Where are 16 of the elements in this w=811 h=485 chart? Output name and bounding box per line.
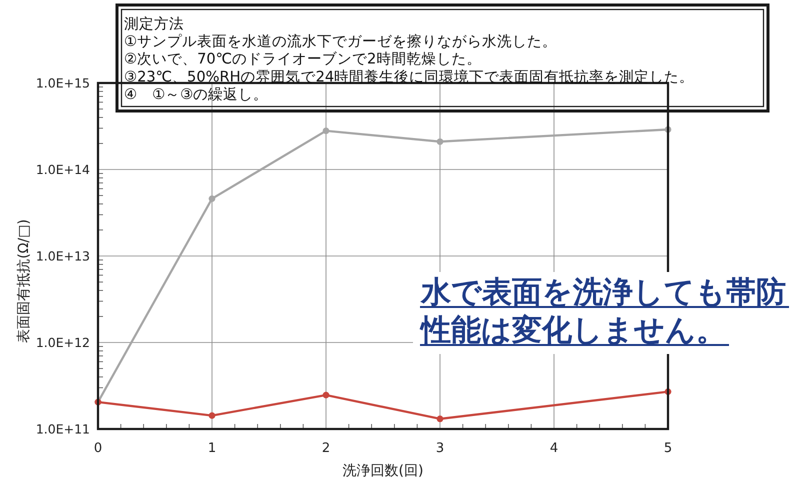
x-tick-label: 5 — [664, 441, 672, 456]
x-axis-title: 洗浄回数(回) — [342, 463, 424, 479]
y-tick-label: 1.0E+11 — [36, 422, 90, 436]
note-box: 測定方法 ①サンプル表面を水道の流水下でガーゼを擦りながら水洗した。 ②次いで、70℃のドライオーブンで2時間乾燥した。 ③23℃、50%RHの雰囲気で24時間養生後に同環境下で表面固有抵抗率を測定した。 ④ ①～③の繰返し。 — [116, 4, 770, 112]
y-tick-label: 1.0E+13 — [36, 248, 90, 264]
x-tick-label: 3 — [436, 441, 444, 456]
annotation: 測定方法 ①サンプル表面を水道の流水下でガーゼを擦りながら水洗した。 ②次いで、70℃のドライオーブンで2時間乾燥した。 ③23℃、50%RHの雰囲気で24時間養生後に同環境下で表面固有抵抗率を測定した。 ④ ①～③の繰返し。 — [124, 16, 694, 103]
x-tick-label: 4 — [550, 441, 558, 456]
y-axis-title: 表面固有抵抗(Ω/□) — [16, 219, 32, 343]
callout: 水で表面を洗浄しても帯防性能は変化しません。 — [413, 272, 792, 354]
y-tick-label: 1.0E+12 — [36, 335, 90, 350]
y-tick-label: 1.0E+15 — [36, 76, 90, 90]
x-tick-label: 2 — [322, 441, 330, 456]
x-tick-label: 0 — [94, 441, 102, 456]
x-tick-label: 1 — [208, 441, 216, 456]
y-tick-label: 1.0E+14 — [36, 162, 90, 177]
